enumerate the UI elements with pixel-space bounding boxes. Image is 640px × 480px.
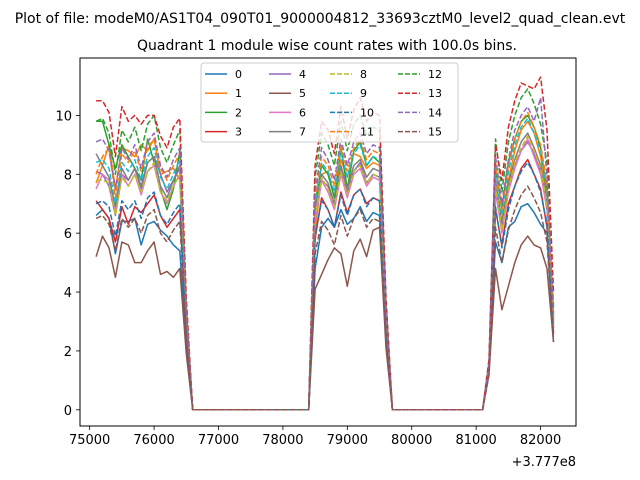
x-tick-label: 78000 [262, 433, 303, 448]
legend-item-13: 13 [398, 87, 442, 100]
y-tick-label: 4 [64, 286, 72, 301]
legend-item-8: 8 [330, 68, 367, 81]
series-line-11 [95, 111, 555, 411]
legend-label: 6 [299, 106, 306, 119]
legend-label: 11 [360, 126, 374, 139]
legend-box [200, 62, 459, 143]
legend-label: 9 [360, 87, 367, 100]
legend-item-10: 10 [330, 106, 374, 119]
legend-label: 3 [235, 126, 242, 139]
axis-ticks: 75000 76000 77000 78000 79000 80000 81000 82000… [55, 109, 561, 448]
series-line-5 [95, 226, 555, 411]
legend-item-4: 4 [269, 68, 306, 81]
y-tick-label: 0 [64, 404, 72, 419]
legend-item-9: 9 [330, 87, 367, 100]
x-tick-label: 82000 [520, 433, 561, 448]
plot-frame [79, 57, 577, 427]
x-tick-label: 80000 [391, 433, 432, 448]
legend-label: 14 [428, 106, 442, 119]
x-tick-label: 75000 [69, 433, 110, 448]
legend-item-14: 14 [398, 106, 442, 119]
legend-label: 12 [428, 68, 442, 81]
legend-item-11: 11 [330, 126, 374, 139]
legend-item-6: 6 [269, 106, 306, 119]
x-tick-label: 81000 [455, 433, 496, 448]
legend-label: 15 [428, 126, 442, 139]
y-tick-label: 6 [64, 227, 72, 242]
legend-item-0: 0 [205, 68, 242, 81]
legend-item-2: 2 [205, 106, 242, 119]
x-offset-label: +3.777e8 [512, 455, 576, 470]
figure-suptitle: Plot of file: modeM0/AS1T04_090T01_90000… [15, 11, 626, 27]
legend-label: 0 [235, 68, 242, 81]
x-tick-label: 77000 [198, 433, 239, 448]
y-tick-label: 2 [64, 345, 72, 360]
y-tick-label: 10 [55, 109, 72, 124]
legend-item-3: 3 [205, 126, 242, 139]
legend-label: 2 [235, 106, 242, 119]
legend-label: 4 [299, 68, 306, 81]
x-tick-label: 79000 [327, 433, 368, 448]
legend-item-5: 5 [269, 87, 306, 100]
legend-label: 5 [299, 87, 306, 100]
series-line-15 [95, 185, 555, 411]
legend-item-1: 1 [205, 87, 242, 100]
legend-label: 7 [299, 126, 306, 139]
legend-item-15: 15 [398, 126, 442, 139]
series-line-2 [96, 114, 555, 411]
legend-label: 1 [235, 87, 242, 100]
x-tick-label: 76000 [133, 433, 174, 448]
series-line-7 [95, 132, 555, 411]
y-tick-label: 8 [64, 168, 72, 183]
series-line-0 [95, 202, 555, 411]
legend-item-7: 7 [269, 126, 306, 139]
chart-title: Quadrant 1 module wise count rates with … [137, 38, 517, 54]
legend-label: 8 [360, 68, 367, 81]
legend-item-12: 12 [398, 68, 442, 81]
legend-label: 13 [428, 87, 442, 100]
legend-label: 10 [360, 106, 374, 119]
